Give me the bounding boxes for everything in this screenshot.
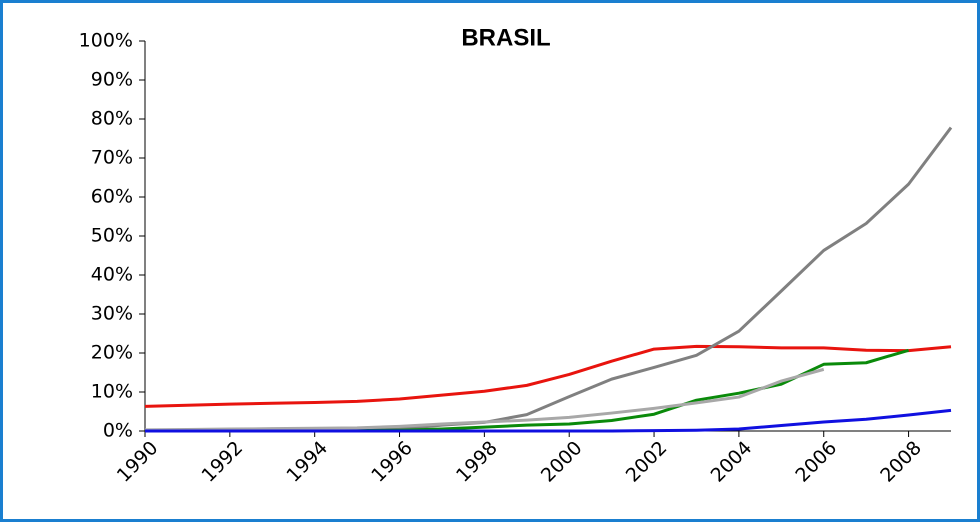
series-line <box>144 344 952 408</box>
y-tick-label: 80% <box>91 108 133 130</box>
series-line <box>145 408 952 433</box>
y-tick-label: 90% <box>91 69 133 91</box>
chart-title: BRASIL <box>461 24 550 51</box>
y-tick-label: 40% <box>91 264 133 286</box>
y-tick-label: 70% <box>91 147 133 169</box>
y-tick-label: 0% <box>103 420 133 442</box>
y-tick-label: 30% <box>91 303 133 325</box>
y-tick-label: 20% <box>91 342 133 364</box>
y-tick-label: 100% <box>79 30 133 52</box>
y-tick-label: 50% <box>91 225 133 247</box>
y-tick-label: 60% <box>91 186 133 208</box>
y-tick-label: 10% <box>91 381 133 403</box>
series-line <box>144 367 825 432</box>
